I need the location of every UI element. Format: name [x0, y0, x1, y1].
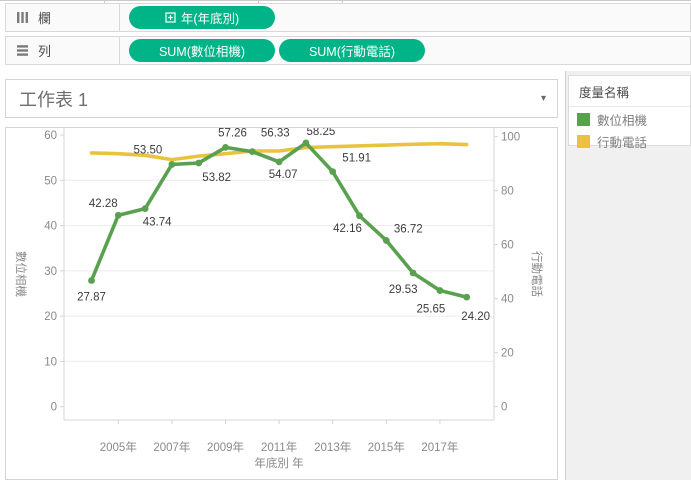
- dual-axis-line-chart[interactable]: 0 10 20 30 40 50 60 0 20 40 60 80 100 2005年 2007年 2009年…: [6, 126, 557, 479]
- data-label: 56.33: [261, 128, 290, 140]
- columns-shelf-text: 欄: [38, 11, 52, 26]
- data-label: 25.65: [417, 304, 446, 316]
- x-tick-label: 2005年: [100, 440, 137, 454]
- data-label: 42.16: [333, 223, 362, 235]
- data-label: 58.25: [307, 128, 336, 138]
- x-tick-label: 2009年: [207, 440, 244, 454]
- x-tick-label: 2017年: [421, 440, 458, 454]
- legend-title: 度量名稱: [569, 76, 690, 107]
- left-tick-label: 0: [51, 402, 57, 414]
- top-cropped-divider: [104, 0, 105, 4]
- pill-year-field[interactable]: 年(年底別): [129, 6, 275, 29]
- pill-sum-phone[interactable]: SUM(行動電話): [279, 39, 425, 62]
- left-tick-label: 30: [44, 266, 57, 278]
- data-point[interactable]: [463, 293, 471, 301]
- legend-item-camera-label: 數位相機: [597, 114, 648, 128]
- data-point[interactable]: [356, 212, 363, 220]
- expand-plus-icon[interactable]: [165, 12, 176, 23]
- camera-color-swatch: [577, 113, 590, 126]
- x-tick-label: 2015年: [368, 440, 405, 454]
- pill-sum-phone-label: SUM(行動電話): [308, 45, 396, 59]
- chevron-down-icon[interactable]: ▾: [540, 93, 546, 104]
- data-point[interactable]: [275, 158, 283, 166]
- right-tick-label: 100: [501, 132, 520, 144]
- top-cropped-divider: [342, 0, 343, 4]
- data-point[interactable]: [248, 148, 256, 156]
- right-tick-label: 80: [501, 186, 514, 198]
- data-point[interactable]: [222, 144, 229, 151]
- x-tick-label: 2011年: [261, 440, 297, 454]
- phone-series-line[interactable]: [89, 141, 469, 162]
- top-cropped-divider: [258, 0, 259, 4]
- panel-divider[interactable]: [565, 71, 566, 480]
- data-point[interactable]: [436, 287, 444, 294]
- x-axis-title: 年底別 年: [254, 456, 303, 470]
- data-point[interactable]: [141, 205, 149, 213]
- x-tick-label: 2007年: [153, 440, 190, 454]
- left-tick-label: 50: [44, 175, 57, 187]
- rows-icon: [17, 45, 28, 56]
- rows-shelf-text: 列: [38, 44, 52, 59]
- data-label: 57.26: [218, 128, 247, 139]
- legend-item-phone[interactable]: 行動電話: [569, 129, 690, 151]
- data-label: 27.87: [77, 291, 106, 303]
- right-tick-label: 20: [501, 348, 514, 360]
- rows-shelf-label: 列: [6, 37, 120, 64]
- phone-color-swatch: [577, 135, 590, 148]
- pill-sum-camera-label: SUM(數位相機): [158, 45, 246, 59]
- data-point[interactable]: [168, 161, 176, 168]
- measure-names-legend[interactable]: 度量名稱 數位相機 行動電話: [568, 75, 691, 150]
- columns-shelf-label: 欄: [6, 4, 120, 31]
- rows-shelf-track[interactable]: SUM(數位相機) SUM(行動電話): [120, 37, 690, 64]
- data-label: 43.74: [143, 217, 172, 229]
- data-label: 29.53: [389, 284, 418, 296]
- legend-item-phone-label: 行動電話: [597, 136, 648, 150]
- data-point[interactable]: [195, 159, 203, 167]
- data-label: 36.72: [394, 223, 423, 235]
- x-tick-label: 2013年: [314, 440, 351, 454]
- data-label: 42.28: [89, 198, 118, 210]
- rows-shelf: 列 SUM(數位相機) SUM(行動電話): [5, 36, 691, 65]
- worksheet-title-card[interactable]: 工作表 1 ▾: [5, 79, 558, 118]
- left-axis-title: 數位相機: [14, 251, 28, 297]
- data-point[interactable]: [302, 139, 310, 147]
- columns-shelf-track[interactable]: 年(年底別): [120, 4, 690, 31]
- data-label: 24.20: [461, 311, 490, 323]
- left-tick-label: 10: [44, 356, 57, 368]
- data-label: 53.50: [134, 144, 163, 156]
- data-label: 53.82: [202, 172, 231, 184]
- columns-shelf: 欄 年(年底別): [5, 3, 691, 32]
- pill-sum-camera[interactable]: SUM(數位相機): [129, 39, 275, 62]
- left-tick-label: 60: [44, 130, 57, 142]
- data-point[interactable]: [88, 277, 95, 284]
- data-label: 51.91: [342, 153, 371, 165]
- left-tick-label: 40: [44, 221, 57, 233]
- legend-item-camera[interactable]: 數位相機: [569, 107, 690, 129]
- data-label: 54.07: [269, 169, 298, 181]
- right-tick-label: 40: [501, 294, 514, 306]
- left-tick-label: 20: [44, 311, 57, 323]
- right-axis-title: 行動電話: [530, 251, 544, 297]
- right-tick-label: 60: [501, 240, 514, 252]
- worksheet-title: 工作表 1: [19, 89, 89, 110]
- data-point[interactable]: [409, 269, 417, 277]
- right-tick-label: 0: [501, 402, 507, 414]
- data-point[interactable]: [329, 168, 337, 176]
- columns-icon: [17, 12, 28, 23]
- pill-year-label: 年(年底別): [180, 12, 240, 26]
- data-point[interactable]: [114, 211, 122, 219]
- top-cropped-border: [0, 0, 691, 1]
- data-point[interactable]: [382, 237, 390, 244]
- chart-pane: 0 10 20 30 40 50 60 0 20 40 60 80 100 2005年 2007年 2009年…: [5, 126, 558, 480]
